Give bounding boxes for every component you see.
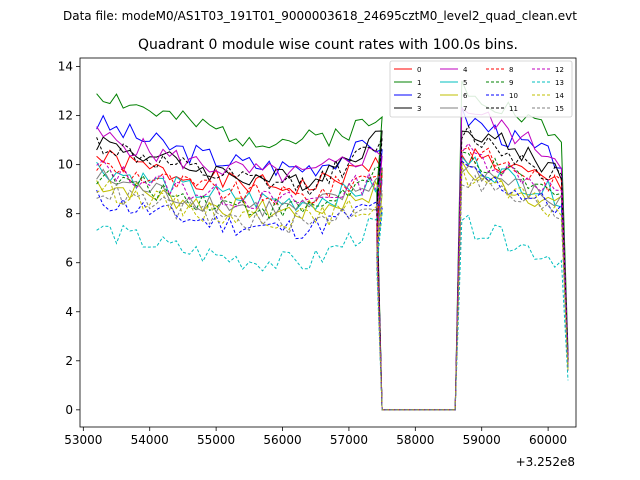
legend-label-8: 8 — [509, 66, 513, 74]
legend-label-0: 0 — [417, 66, 421, 74]
x-tick-label: 60000 — [529, 433, 567, 447]
legend-label-2: 2 — [417, 92, 421, 100]
y-tick-label: 14 — [58, 60, 73, 74]
legend-label-4: 4 — [463, 66, 468, 74]
y-tick-label: 2 — [65, 354, 73, 368]
legend-label-13: 13 — [555, 79, 564, 87]
legend-label-6: 6 — [463, 92, 468, 100]
y-tick-label: 6 — [65, 256, 73, 270]
legend-box — [389, 60, 573, 118]
y-tick-label: 12 — [58, 109, 73, 123]
series-layer — [96, 80, 569, 411]
axes-layer: 53000 54000 55000 56000 57000 58000 59000 60000… — [58, 60, 567, 447]
legend-label-10: 10 — [509, 92, 518, 100]
series-line-11 — [96, 124, 569, 411]
legend-label-9: 9 — [509, 79, 513, 87]
legend-label-11: 11 — [509, 105, 518, 113]
x-tick-label: 55000 — [197, 433, 235, 447]
legend-label-14: 14 — [555, 92, 564, 100]
legend-label-12: 12 — [555, 66, 564, 74]
legend-label-3: 3 — [417, 105, 421, 113]
x-tick-label: 53000 — [64, 433, 102, 447]
legend-label-5: 5 — [463, 79, 467, 87]
series-line-15 — [96, 174, 569, 411]
series-line-10 — [96, 159, 569, 411]
plot-area — [80, 58, 576, 427]
y-tick-label: 10 — [58, 158, 73, 172]
series-line-9 — [96, 151, 569, 411]
x-tick-label: 56000 — [263, 433, 301, 447]
y-tick-label: 4 — [65, 305, 73, 319]
series-line-12 — [96, 142, 569, 411]
legend-label-1: 1 — [417, 79, 421, 87]
x-tick-label: 59000 — [463, 433, 501, 447]
x-tick-label: 58000 — [396, 433, 434, 447]
y-tick-label: 0 — [65, 403, 73, 417]
series-line-0 — [96, 147, 569, 411]
y-tick-label: 8 — [65, 207, 73, 221]
series-line-7 — [96, 165, 569, 411]
x-offset-label: +3.252e8 — [516, 455, 575, 469]
plot-frame — [79, 57, 577, 428]
legend-label-15: 15 — [555, 105, 564, 113]
legend-label-7: 7 — [463, 105, 467, 113]
figure-suptitle: Data file: modeM0/AS1T03_191T01_90000036… — [63, 9, 577, 23]
series-line-4 — [96, 107, 569, 411]
series-line-8 — [96, 146, 569, 411]
chart-title: Quadrant 0 module wise count rates with … — [138, 37, 518, 53]
x-tick-label: 54000 — [131, 433, 169, 447]
series-line-13 — [96, 211, 569, 411]
series-line-14 — [96, 165, 569, 411]
x-tick-label: 57000 — [330, 433, 368, 447]
